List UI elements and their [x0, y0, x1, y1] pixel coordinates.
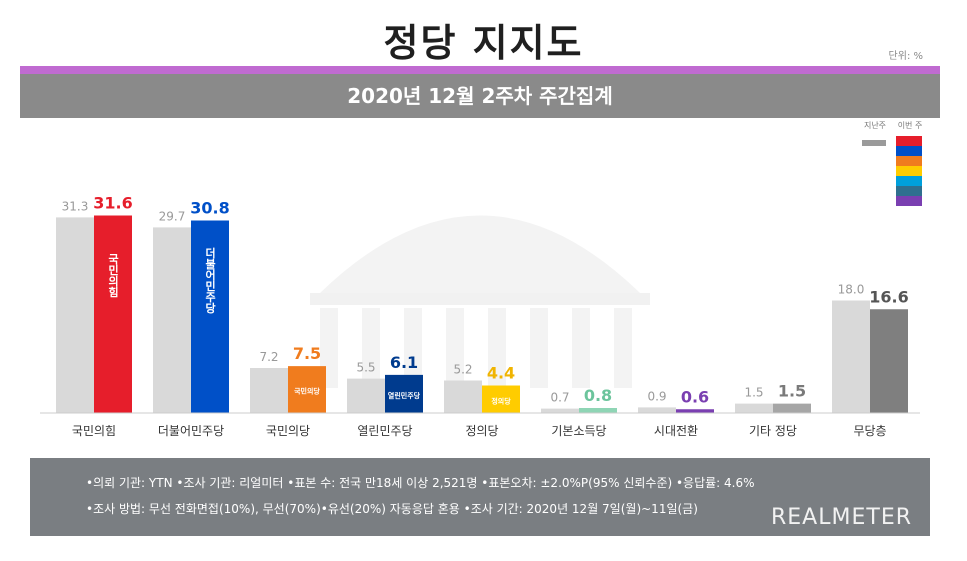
bar-prev-week [250, 368, 288, 413]
bar-this-week [94, 215, 132, 413]
bar-this-week [385, 374, 423, 413]
party-logo-label: 열린민주당 [388, 391, 421, 400]
bar-prev-week [832, 300, 870, 413]
value-label-prev: 1.5 [744, 386, 763, 400]
legend-label-this-week: 이번 주 [898, 120, 923, 130]
value-label-prev: 0.9 [647, 389, 666, 403]
legend-swatch-this-week [896, 136, 922, 146]
bar-this-week [579, 408, 617, 413]
background-column [404, 308, 422, 388]
background-column [530, 308, 548, 388]
value-label-prev: 0.7 [550, 391, 569, 405]
bar-this-week [482, 385, 520, 413]
value-label-this-week: 31.6 [93, 194, 132, 213]
value-label-prev: 7.2 [259, 350, 278, 364]
value-label-this-week: 0.6 [681, 387, 709, 406]
category-label: 시대전환 [654, 424, 698, 438]
category-label: 국민의당 [266, 424, 310, 438]
bar-this-week [676, 409, 714, 413]
bar-prev-week [56, 217, 94, 413]
background-column [362, 308, 380, 388]
bar-this-week [288, 366, 326, 413]
plot-area: 31.3 31.6 국민의힘 국민의힘 29.7 30.8 더불어민주당 더불어민주당 7.2 7… [20, 118, 940, 443]
unit-label: 단위: % [888, 51, 923, 62]
footer-notes: •의뢰 기관: YTN •조사 기관: 리얼미터 •표본 수: 전국 만18세 … [30, 458, 930, 536]
bar-prev-week [444, 380, 482, 413]
category-label: 열린민주당 [357, 424, 412, 438]
accent-line [20, 66, 940, 74]
bar-prev-week [153, 227, 191, 413]
bar-prev-week [347, 378, 385, 413]
party-logo-label: 정의당 [491, 396, 511, 405]
bar-this-week [870, 309, 908, 413]
value-label-this-week: 30.8 [190, 199, 229, 218]
legend-swatch-this-week [896, 166, 922, 176]
category-label: 국민의힘 [72, 424, 116, 438]
value-label-this-week: 6.1 [390, 353, 418, 372]
brand-logo: REALMETER [771, 505, 912, 530]
legend-label-prev: 지난주 [864, 121, 886, 130]
value-label-this-week: 16.6 [869, 287, 908, 306]
bar-prev-week [638, 407, 676, 413]
background-column [572, 308, 590, 388]
legend-swatch-this-week [896, 176, 922, 186]
legend-swatch-prev [862, 140, 886, 146]
bar-this-week [191, 220, 229, 413]
legend-swatch-this-week [896, 156, 922, 166]
bar-prev-week [735, 403, 773, 413]
bar-this-week [773, 403, 811, 413]
survey-info-line: •의뢰 기관: YTN •조사 기관: 리얼미터 •표본 수: 전국 만18세 … [86, 476, 755, 490]
value-label-this-week: 1.5 [778, 382, 806, 401]
value-label-this-week: 4.4 [487, 364, 515, 383]
bar-prev-week [541, 408, 579, 413]
party-logo-label: 국민의당 [294, 387, 320, 396]
value-label-this-week: 0.8 [584, 386, 612, 405]
value-label-prev: 18.0 [838, 283, 865, 297]
category-label: 더불어민주당 [158, 424, 224, 438]
background-roof [310, 293, 650, 305]
party-logo-label: 국민의힘 [107, 253, 120, 297]
chart-title: 정당 지지도 [383, 21, 584, 65]
legend-swatch-this-week [896, 196, 922, 206]
value-label-prev: 5.2 [453, 363, 472, 377]
chart-subtitle: 2020년 12월 2주차 주간집계 [20, 74, 940, 118]
party-logo-label: 더불어민주당 [204, 246, 217, 314]
legend-swatch-this-week [896, 186, 922, 196]
survey-method-line: •조사 방법: 무선 전화면접(10%), 무선(70%)•유선(20%) 자동… [86, 502, 698, 516]
category-label: 기본소득당 [551, 424, 606, 438]
value-label-this-week: 7.5 [293, 344, 321, 363]
category-label: 정의당 [465, 424, 498, 438]
category-label: 무당층 [853, 424, 886, 438]
value-label-prev: 5.5 [356, 361, 375, 375]
background-dome [320, 215, 640, 293]
value-label-prev: 29.7 [159, 209, 186, 223]
background-column [614, 308, 632, 388]
background-column [446, 308, 464, 388]
legend-swatch-this-week [896, 146, 922, 156]
value-label-prev: 31.3 [62, 199, 89, 213]
category-label: 기타 정당 [749, 424, 797, 438]
background-column [488, 308, 506, 388]
